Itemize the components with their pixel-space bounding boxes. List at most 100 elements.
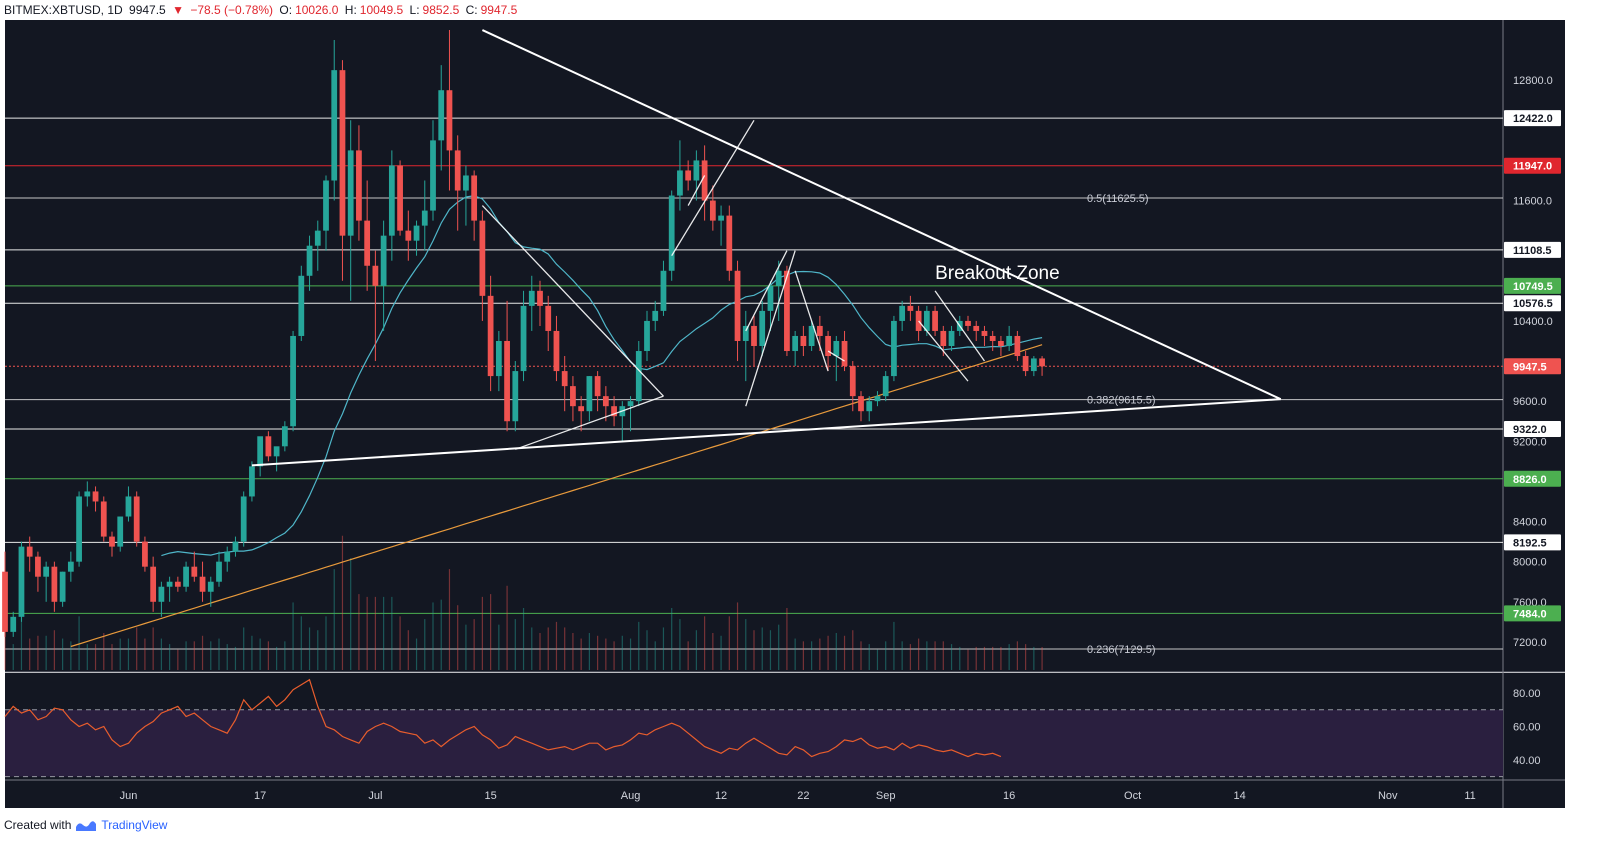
candle-body (932, 310, 938, 331)
candle (611, 396, 617, 427)
candle-body (578, 406, 585, 412)
candle (570, 376, 576, 422)
candle-body (438, 90, 445, 141)
candle (438, 65, 445, 171)
candle (1006, 325, 1013, 352)
candle-body (67, 561, 74, 572)
candle-body (249, 466, 255, 497)
price-tick-label: 8400.0 (1513, 517, 1547, 529)
candle-body (602, 396, 609, 407)
rsi-band (5, 709, 1503, 777)
candle (685, 160, 692, 191)
candle-body (833, 340, 840, 357)
candle (183, 561, 189, 592)
candle (232, 536, 239, 557)
candle (965, 315, 971, 331)
low-value: 9852.5 (422, 3, 460, 17)
candle-body (265, 436, 272, 457)
candle-body (446, 90, 453, 151)
candle-body (1022, 356, 1029, 372)
candle (718, 205, 724, 246)
date-tick-label: 12 (715, 790, 727, 802)
candle-body (1030, 358, 1037, 372)
candle (454, 135, 461, 231)
candle (520, 290, 527, 382)
candle-body (528, 290, 535, 306)
candle (10, 611, 17, 637)
candle-body (84, 491, 91, 497)
symbol-label[interactable]: BITMEX:XBTUSD, 1D (4, 3, 123, 17)
candle (627, 396, 634, 432)
candle-body (545, 305, 552, 331)
candle (207, 576, 214, 607)
candle-body (594, 376, 601, 397)
candle (784, 265, 790, 357)
candle (76, 491, 82, 567)
candle (594, 371, 601, 412)
candle (84, 481, 91, 507)
candle-body (742, 325, 749, 341)
candle-body (306, 245, 313, 276)
price-tick-label: 12800.0 (1513, 75, 1553, 87)
candle (545, 295, 552, 352)
candle (504, 300, 510, 432)
candle-body (693, 160, 700, 181)
price-axis-label-box (1504, 534, 1561, 551)
candle (339, 60, 346, 281)
candle (249, 461, 255, 502)
candle (602, 386, 609, 422)
candle (35, 551, 41, 592)
candle-body (125, 496, 132, 517)
candle-body (537, 290, 543, 306)
candle-body (866, 401, 873, 412)
candle-body (660, 270, 667, 311)
price-axis-label: 10576.5 (1504, 295, 1561, 312)
candle (742, 310, 749, 382)
candle-body (224, 551, 231, 562)
candle (981, 325, 988, 346)
candle-body (816, 325, 823, 336)
candle-body (43, 566, 50, 577)
candle (701, 145, 708, 221)
candle (240, 491, 247, 547)
candle-body (553, 330, 560, 372)
candle (117, 516, 124, 552)
tradingview-logo-icon (76, 821, 97, 831)
candle-body (981, 330, 988, 336)
candle (51, 561, 58, 612)
candle-body (142, 541, 148, 567)
candle (100, 496, 107, 542)
price-tick-label: 7200.0 (1513, 637, 1547, 649)
candle (356, 125, 362, 241)
candle (67, 551, 74, 582)
price-axis-label-box (1504, 110, 1561, 127)
candle-body (734, 270, 741, 341)
candle-body (174, 581, 181, 587)
candle (224, 546, 231, 572)
candle (397, 160, 403, 236)
tradingview-brand[interactable]: TradingView (101, 818, 168, 832)
candle-body (100, 501, 107, 537)
price-axis-label-text: 11108.5 (1513, 245, 1552, 257)
candle-body (841, 340, 848, 367)
candle-body (59, 571, 66, 602)
price-tick-label: 11600.0 (1513, 196, 1552, 208)
low-label: L: (409, 3, 420, 17)
candle (998, 335, 1004, 357)
candle (866, 396, 873, 422)
price-change: −78.5 (−0.78%) (190, 3, 274, 17)
candle (693, 150, 700, 201)
price-tick-label: 8000.0 (1513, 557, 1547, 569)
candle (874, 391, 881, 407)
candle-body (413, 225, 420, 241)
date-axis (5, 780, 1565, 808)
candle-body (150, 566, 157, 602)
candle-body (10, 616, 17, 632)
candle (257, 436, 264, 477)
date-tick-label: 15 (484, 790, 496, 802)
price-axis-label-text: 12422.0 (1513, 113, 1553, 125)
candle (347, 120, 354, 301)
candle-body (2, 571, 8, 632)
candle (446, 30, 453, 191)
